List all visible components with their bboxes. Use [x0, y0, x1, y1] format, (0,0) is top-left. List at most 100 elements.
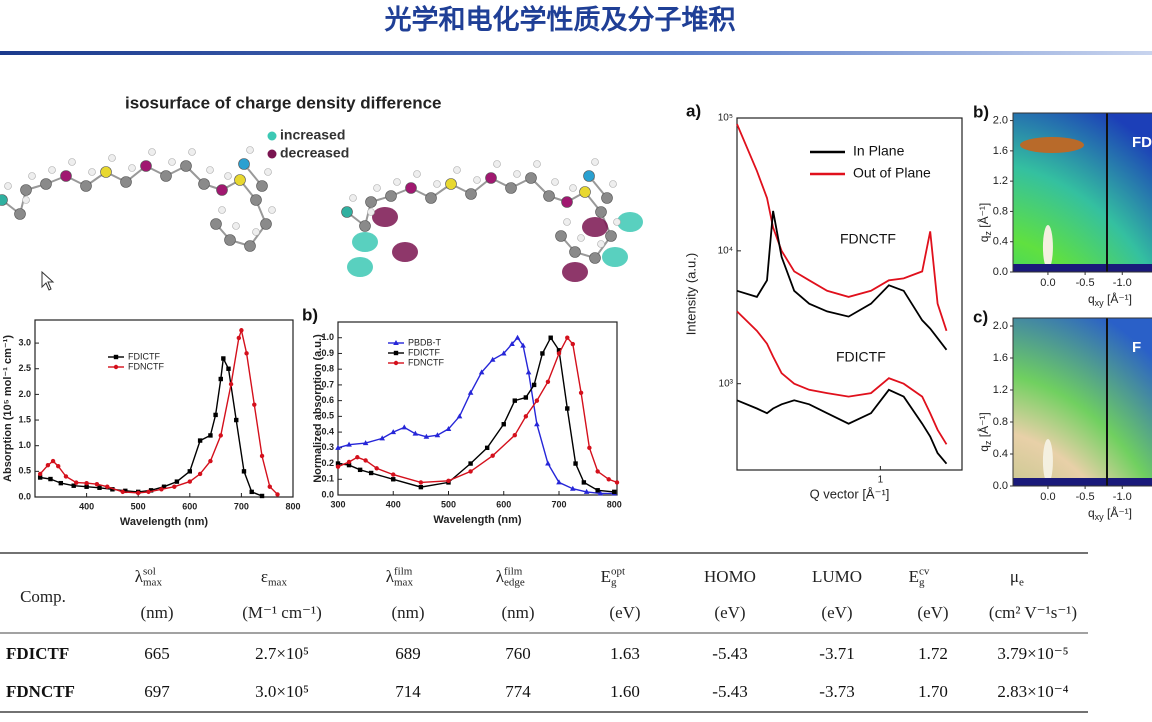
legend-dot	[267, 149, 277, 159]
marker	[565, 406, 570, 411]
hydrogen	[551, 178, 559, 186]
atom	[244, 240, 256, 252]
image-horizon	[1013, 478, 1152, 486]
atom	[425, 192, 437, 204]
header-unit: (eV)	[821, 603, 852, 622]
legend-dot	[267, 131, 277, 141]
x-tick-label: -0.5	[1076, 491, 1095, 503]
plot-frame	[337, 321, 618, 496]
hydrogen	[232, 222, 240, 230]
y-tick-label: 0.0	[993, 480, 1008, 492]
hydrogen	[413, 170, 421, 178]
legend-label: Out of Plane	[853, 165, 931, 181]
table-cell: 2.7×10⁵	[255, 644, 309, 663]
marker	[570, 341, 576, 347]
marker	[595, 469, 600, 474]
table-cell: 1.72	[918, 644, 948, 663]
header-symbol: HOMO	[704, 567, 756, 586]
hydrogen	[493, 160, 501, 168]
legend-label: PBDB-T	[408, 337, 442, 347]
x-tick-label: 300	[330, 499, 345, 509]
marker	[501, 422, 506, 427]
y-tick-label: 2.5	[18, 363, 31, 373]
atom	[595, 206, 607, 218]
hydrogen	[22, 196, 30, 204]
marker	[374, 466, 379, 471]
marker	[545, 379, 551, 384]
marker	[187, 479, 192, 484]
marker	[346, 441, 352, 447]
header-symbol: E	[601, 567, 611, 586]
marker	[335, 461, 341, 466]
atom	[365, 196, 377, 208]
profile-label: FDICTF	[836, 349, 886, 365]
y-tick-label: 1.2	[993, 384, 1008, 396]
marker	[244, 351, 249, 356]
table-cell: 2.83×10⁻⁴	[997, 682, 1068, 701]
x-tick-label: 0.0	[1040, 277, 1055, 289]
marker	[105, 484, 110, 489]
atom	[238, 158, 250, 170]
marker	[50, 458, 56, 464]
x-tick-label: -0.5	[1076, 277, 1095, 289]
table-cell: 1.70	[918, 682, 948, 701]
isosurface-lobe	[347, 257, 373, 277]
isosurface-lobe	[372, 207, 398, 227]
x-tick-label: 0.0	[1040, 491, 1055, 503]
y-tick-label: 0.3	[321, 442, 334, 452]
marker	[467, 389, 474, 395]
header-symbol: ε	[261, 567, 268, 586]
atom	[224, 234, 236, 246]
marker	[234, 417, 239, 423]
marker	[606, 477, 611, 482]
marker	[391, 472, 396, 477]
marker	[545, 460, 551, 466]
y-tick-label: 0.4	[993, 448, 1008, 460]
table-cell: 697	[144, 682, 170, 701]
atom	[341, 206, 353, 218]
atom	[14, 208, 26, 220]
x-tick-label: 500	[131, 501, 146, 511]
marker	[612, 489, 617, 495]
panel-label: c)	[973, 307, 988, 326]
marker	[379, 435, 385, 441]
marker	[570, 485, 576, 491]
atom	[0, 194, 8, 206]
y-tick-label: 2.0	[993, 320, 1008, 332]
marker	[218, 376, 223, 382]
marker	[197, 471, 203, 477]
marker	[418, 480, 424, 485]
marker	[484, 445, 490, 451]
panel-label: b)	[973, 102, 989, 121]
profile-label: FDNCTF	[840, 231, 896, 247]
atom	[120, 176, 132, 188]
atom	[543, 190, 555, 202]
marker	[161, 484, 167, 489]
atom	[505, 182, 517, 194]
marker	[37, 475, 43, 480]
y-tick-label: 0.9	[321, 348, 334, 358]
marker	[218, 433, 223, 438]
y-tick-label: 0.5	[18, 466, 31, 476]
atom	[234, 174, 246, 186]
x-tick-label: 800	[285, 501, 300, 511]
isosurface-title: isosurface of charge density difference	[125, 93, 442, 112]
hydrogen	[88, 168, 96, 176]
isosurface-lobe	[617, 212, 643, 232]
marker	[146, 489, 151, 495]
marker	[172, 484, 177, 489]
marker	[468, 461, 473, 466]
y-axis-label: Absorption (10⁵ mol⁻¹ cm⁻¹)	[2, 335, 14, 482]
marker	[159, 487, 164, 492]
legend-label: decreased	[280, 145, 349, 161]
marker	[74, 480, 79, 485]
hydrogen	[28, 172, 36, 180]
y-tick-label: 2.0	[993, 114, 1008, 126]
marker	[249, 489, 254, 495]
giwaxs-image: F	[1013, 318, 1152, 486]
marker	[412, 430, 419, 436]
atom	[260, 218, 272, 230]
marker	[252, 402, 257, 407]
hydrogen	[68, 158, 76, 166]
